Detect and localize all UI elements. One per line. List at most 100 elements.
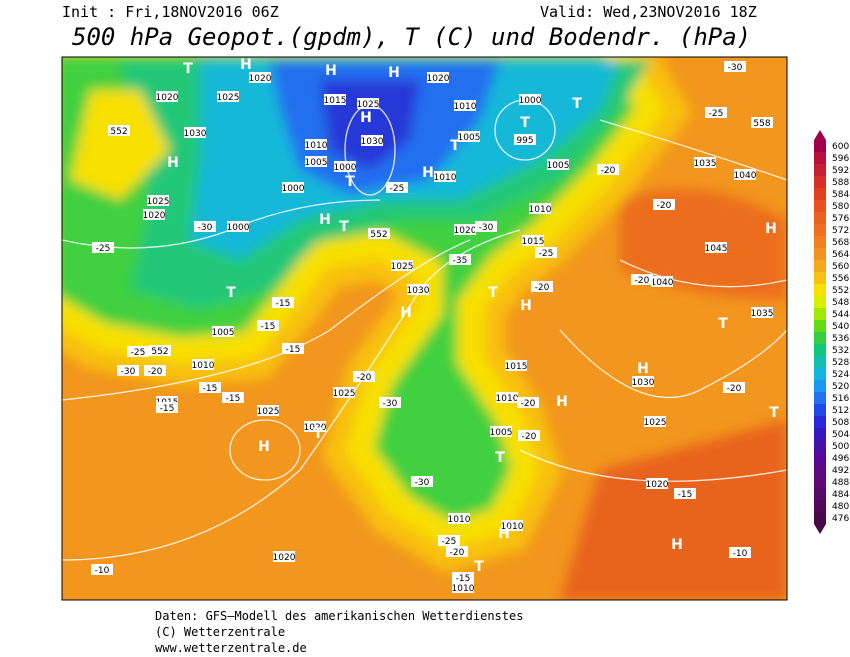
- contour-label: 1025: [147, 197, 170, 207]
- contour-label: 1025: [391, 262, 414, 272]
- label-box: [143, 209, 165, 220]
- label-box: [519, 94, 541, 105]
- contour-label: 1020: [454, 226, 477, 236]
- legend-tick-label: 532: [832, 346, 849, 356]
- pressure-center: T: [488, 285, 498, 301]
- label-box: [391, 260, 413, 271]
- label-box: [304, 421, 326, 432]
- contour-label: -20: [601, 166, 616, 176]
- legend-tick-label: 600: [832, 142, 849, 152]
- label-box: [305, 156, 327, 167]
- contour-label: -25: [539, 249, 554, 259]
- legend-swatch: [814, 488, 826, 500]
- pressure-center: H: [637, 361, 649, 377]
- contour-label: 1045: [705, 244, 728, 254]
- label-box: [227, 221, 249, 232]
- contour-label: -10: [733, 549, 748, 559]
- label-box: [156, 91, 178, 102]
- contour-label: -20: [450, 548, 465, 558]
- init-time: Init : Fri,18NOV2016 06Z: [62, 3, 279, 21]
- legend-arrow: [814, 524, 826, 534]
- contour-label: -15: [276, 299, 291, 309]
- pressure-center: T: [313, 426, 323, 442]
- contour-label: 552: [151, 347, 168, 357]
- pressure-center: H: [258, 439, 270, 455]
- label-box: [452, 572, 474, 583]
- label-box: [273, 551, 295, 562]
- legend-tick-label: 524: [832, 370, 849, 380]
- contour-label: -10: [95, 566, 110, 576]
- label-box: [184, 127, 206, 138]
- pressure-center: H: [498, 526, 510, 542]
- contour-label: -25: [131, 348, 146, 358]
- label-box: [199, 382, 221, 393]
- label-box: [192, 359, 214, 370]
- label-box: [531, 281, 553, 292]
- contour-label: -20: [521, 399, 536, 409]
- contour-label: 1010: [454, 102, 477, 112]
- label-box: [454, 224, 476, 235]
- pressure-center: T: [520, 115, 530, 131]
- contour-label: 1025: [644, 418, 667, 428]
- legend-tick-label: 544: [832, 310, 849, 320]
- contour-label: -30: [383, 399, 398, 409]
- pressure-center: T: [718, 316, 728, 332]
- label-box: [475, 221, 497, 232]
- label-box: [518, 430, 540, 441]
- legend-swatch: [814, 164, 826, 176]
- label-box: [449, 254, 471, 265]
- contour-label: -15: [226, 394, 241, 404]
- legend-swatch: [814, 452, 826, 464]
- contour-label: 1025: [257, 407, 280, 417]
- contour-label: 1020: [156, 93, 179, 103]
- label-box: [379, 397, 401, 408]
- contour-label: -25: [96, 244, 111, 254]
- contour-label: 1000: [227, 223, 250, 233]
- contour-label: 1020: [304, 423, 327, 433]
- legend-tick-label: 520: [832, 382, 849, 392]
- contour-label: 1035: [751, 309, 774, 319]
- footer-line: Daten: GFS—Modell des amerikanischen Wet…: [155, 609, 523, 623]
- label-box: [446, 546, 468, 557]
- label-box: [427, 72, 449, 83]
- contour-label: 1005: [212, 328, 235, 338]
- pressure-center: T: [183, 61, 193, 77]
- contour-label: -20: [357, 373, 372, 383]
- contour-label: -15: [261, 322, 276, 332]
- contour-label: 558: [753, 119, 770, 129]
- label-box: [361, 135, 383, 146]
- label-box: [324, 94, 346, 105]
- label-box: [522, 235, 544, 246]
- legend-tick-label: 512: [832, 406, 849, 416]
- legend-tick-label: 592: [832, 166, 849, 176]
- contour-label: -15: [678, 490, 693, 500]
- pressure-center: T: [450, 138, 460, 154]
- label-box: [407, 284, 429, 295]
- legend-swatch: [814, 356, 826, 368]
- contour-label: 1015: [505, 362, 528, 372]
- label-box: [653, 199, 675, 210]
- contour-label: 1025: [217, 93, 240, 103]
- legend-swatch: [814, 152, 826, 164]
- contour-label: 1025: [333, 389, 356, 399]
- legend-swatch: [814, 416, 826, 428]
- footer-line: www.wetterzentrale.de: [155, 641, 307, 655]
- label-box: [694, 157, 716, 168]
- legend-arrow: [814, 130, 826, 140]
- legend-tick-label: 588: [832, 178, 849, 188]
- pressure-center: T: [572, 96, 582, 112]
- label-box: [514, 134, 536, 145]
- label-box: [257, 320, 279, 331]
- label-box: [144, 365, 166, 376]
- label-box: [217, 91, 239, 102]
- valid-time: Valid: Wed,23NOV2016 18Z: [540, 3, 757, 21]
- pressure-center: T: [345, 174, 355, 190]
- contour-label: 1015: [522, 237, 545, 247]
- pressure-center: T: [226, 285, 236, 301]
- legend-tick-label: 504: [832, 430, 849, 440]
- contour-label: 552: [370, 230, 387, 240]
- label-box: [452, 582, 474, 593]
- pressure-center: T: [339, 219, 349, 235]
- contour-label: -20: [535, 283, 550, 293]
- legend-swatch: [814, 428, 826, 440]
